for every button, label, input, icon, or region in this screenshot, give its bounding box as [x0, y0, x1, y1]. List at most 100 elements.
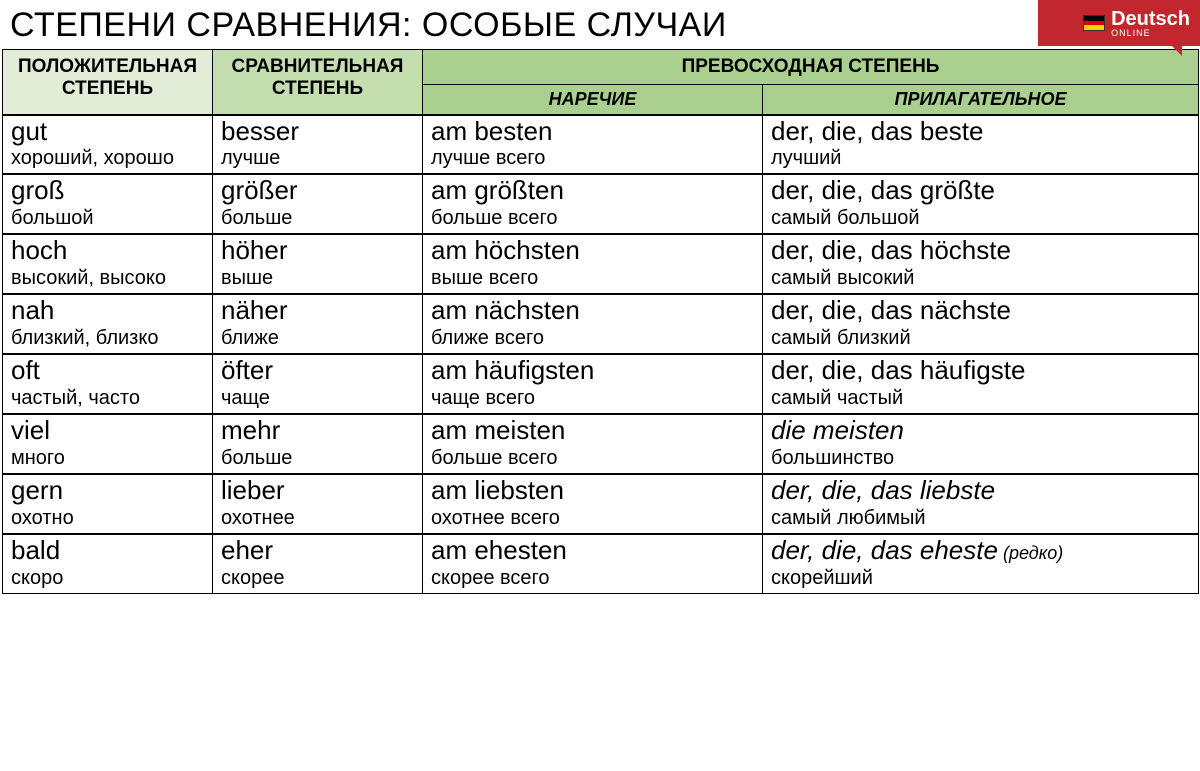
german-flag-icon — [1083, 15, 1105, 31]
table-cell: der, die, das besteлучший — [763, 115, 1199, 175]
russian-translation: самый близкий — [771, 326, 1190, 350]
header-adjective: ПРИЛАГАТЕЛЬНОЕ — [763, 84, 1199, 114]
brand-logo: Deutsch ONLINE — [1038, 0, 1200, 56]
russian-translation: лучше всего — [431, 146, 754, 170]
russian-translation: скорее — [221, 566, 414, 590]
table-cell: besserлучше — [213, 115, 423, 175]
table-cell: der, die, das liebsteсамый любимый — [763, 474, 1199, 534]
russian-translation: самый большой — [771, 206, 1190, 230]
note-text: (редко) — [998, 543, 1063, 563]
russian-translation: охотно — [11, 506, 204, 530]
german-word: am häufigsten — [431, 356, 754, 386]
german-word: am liebsten — [431, 476, 754, 506]
german-word: oft — [11, 356, 204, 386]
german-word: am größten — [431, 176, 754, 206]
russian-translation: большой — [11, 206, 204, 230]
table-cell: vielмного — [3, 414, 213, 474]
table-cell: am größtenбольше всего — [423, 174, 763, 234]
german-word: größer — [221, 176, 414, 206]
table-cell: baldскоро — [3, 534, 213, 593]
german-word: mehr — [221, 416, 414, 446]
table-cell: der, die, das größteсамый большой — [763, 174, 1199, 234]
table-cell: am liebstenохотнее всего — [423, 474, 763, 534]
table-cell: oftчастый, часто — [3, 354, 213, 414]
russian-translation: охотнее — [221, 506, 414, 530]
russian-translation: частый, часто — [11, 386, 204, 410]
german-word: der, die, das häufigste — [771, 356, 1190, 386]
german-word: nah — [11, 296, 204, 326]
table-row: hochвысокий, высокоhöherвышеam höchstenв… — [3, 234, 1199, 294]
table-cell: gernохотно — [3, 474, 213, 534]
table-cell: höherвыше — [213, 234, 423, 294]
german-word: am besten — [431, 117, 754, 147]
table-row: baldскоро eherскорее am ehestenскорее всег… — [3, 534, 1199, 593]
russian-translation: самый высокий — [771, 266, 1190, 290]
russian-translation: хороший, хорошо — [11, 146, 204, 170]
page-title: СТЕПЕНИ СРАВНЕНИЯ: ОСОБЫЕ СЛУЧАИ — [0, 0, 1200, 49]
german-word: der, die, das eheste (редко) — [771, 536, 1190, 566]
russian-translation: близкий, близко — [11, 326, 204, 350]
russian-translation: больше всего — [431, 446, 754, 470]
russian-translation: ближе всего — [431, 326, 754, 350]
german-word: der, die, das größte — [771, 176, 1190, 206]
german-word: viel — [11, 416, 204, 446]
russian-translation: лучше — [221, 146, 414, 170]
table-cell: großбольшой — [3, 174, 213, 234]
german-word: am meisten — [431, 416, 754, 446]
russian-translation: самый любимый — [771, 506, 1190, 530]
table-row: großбольшойgrößerбольшеam größtenбольше … — [3, 174, 1199, 234]
german-word: der, die, das beste — [771, 117, 1190, 147]
russian-translation: чаще — [221, 386, 414, 410]
table-row: vielмногоmehrбольшеam meistenбольше всег… — [3, 414, 1199, 474]
german-word: die meisten — [771, 416, 1190, 446]
table-row: gutхороший, хорошоbesserлучшеam bestenлу… — [3, 115, 1199, 175]
german-word: besser — [221, 117, 414, 147]
table-cell: näherближе — [213, 294, 423, 354]
german-word: am nächsten — [431, 296, 754, 326]
german-word: eher — [221, 536, 414, 566]
table-cell: am nächstenближе всего — [423, 294, 763, 354]
header-comparative: СРАВНИТЕЛЬНАЯ СТЕПЕНЬ — [213, 50, 423, 115]
table-cell: größerбольше — [213, 174, 423, 234]
russian-translation: скорейший — [771, 566, 1190, 590]
header-adverb: НАРЕЧИЕ — [423, 84, 763, 114]
logo-sub-text: ONLINE — [1111, 29, 1151, 38]
table-cell: öfterчаще — [213, 354, 423, 414]
german-word: höher — [221, 236, 414, 266]
russian-translation: много — [11, 446, 204, 470]
russian-translation: выше всего — [431, 266, 754, 290]
russian-translation: лучший — [771, 146, 1190, 170]
table-cell: der, die, das nächsteсамый близкий — [763, 294, 1199, 354]
russian-translation: больше всего — [431, 206, 754, 230]
russian-translation: скоро — [11, 566, 204, 590]
header-positive: ПОЛОЖИТЕЛЬНАЯ СТЕПЕНЬ — [3, 50, 213, 115]
german-word: gern — [11, 476, 204, 506]
logo-main-text: Deutsch — [1111, 9, 1190, 29]
table-cell: lieberохотнее — [213, 474, 423, 534]
german-word: hoch — [11, 236, 204, 266]
table-cell: am bestenлучше всего — [423, 115, 763, 175]
german-word: öfter — [221, 356, 414, 386]
german-word: groß — [11, 176, 204, 206]
table-row: oftчастый, частоöfterчащеam häufigstenча… — [3, 354, 1199, 414]
russian-translation: больше — [221, 446, 414, 470]
table-cell: der, die, das eheste (редко)скорейший — [763, 534, 1199, 593]
german-word: der, die, das liebste — [771, 476, 1190, 506]
german-word: gut — [11, 117, 204, 147]
table-body: gutхороший, хорошоbesserлучшеam bestenлу… — [3, 115, 1199, 594]
russian-translation: скорее всего — [431, 566, 754, 590]
table-cell: mehrбольше — [213, 414, 423, 474]
russian-translation: высокий, высоко — [11, 266, 204, 290]
table-row: nahблизкий, близкоnäherближеam nächstenб… — [3, 294, 1199, 354]
german-word: lieber — [221, 476, 414, 506]
russian-translation: больше — [221, 206, 414, 230]
table-cell: am ehestenскорее всего — [423, 534, 763, 593]
table-cell: gutхороший, хорошо — [3, 115, 213, 175]
german-word: bald — [11, 536, 204, 566]
russian-translation: охотнее всего — [431, 506, 754, 530]
table-cell: nahблизкий, близко — [3, 294, 213, 354]
table-cell: am höchstenвыше всего — [423, 234, 763, 294]
table-row: gernохотноlieberохотнееam liebstenохотне… — [3, 474, 1199, 534]
comparison-table: ПОЛОЖИТЕЛЬНАЯ СТЕПЕНЬ СРАВНИТЕЛЬНАЯ СТЕП… — [2, 49, 1199, 594]
table-cell: hochвысокий, высоко — [3, 234, 213, 294]
